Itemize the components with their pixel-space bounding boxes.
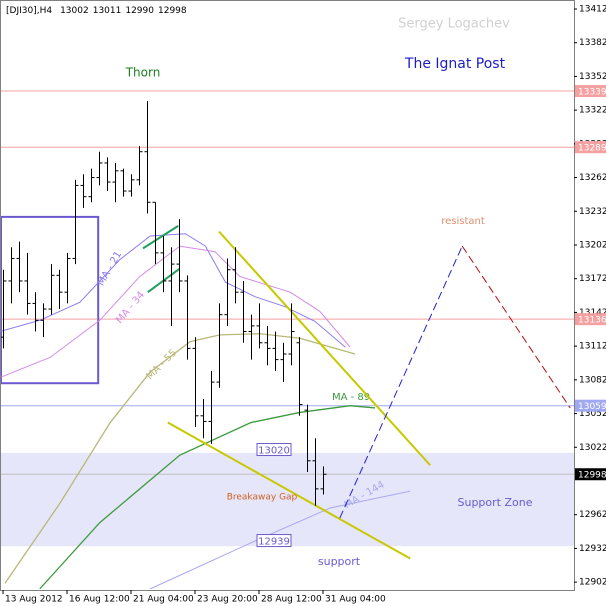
moving-average [0, 245, 351, 379]
header-value: 12990 [125, 6, 154, 16]
moving-average [149, 490, 411, 590]
y-tick-label: 13382 [579, 38, 606, 48]
level-label: 13136 [578, 316, 606, 326]
moving-average [39, 405, 376, 590]
trendline [142, 225, 179, 250]
header-value: 13002 [60, 6, 89, 16]
trendline [461, 245, 571, 409]
price-box [256, 534, 292, 548]
header-value: 12998 [158, 6, 187, 16]
x-tick-label: 28 Aug 12:00 [261, 595, 322, 605]
y-tick-label: 13232 [579, 207, 606, 217]
chart-header: [DJI30],H4 13002 13011 12990 12998 [6, 6, 187, 16]
y-tick-label: 13202 [579, 240, 606, 250]
price-box [256, 443, 292, 457]
price-box-label: 13020 [258, 446, 290, 457]
price-box-label: 12939 [258, 537, 290, 548]
level-label-box [575, 141, 606, 154]
level-label: 13289 [578, 144, 606, 154]
x-tick-label: 21 Aug 04:00 [133, 595, 194, 605]
annotation: Breakaway Gap [227, 493, 298, 503]
annotation: support [318, 555, 361, 568]
current-price-label: 12998 [578, 471, 606, 481]
level-label: 13339 [578, 88, 606, 98]
y-tick-label: 12932 [579, 544, 606, 554]
level-label-box [575, 85, 606, 98]
header-value: 13011 [93, 6, 122, 16]
y-tick-label: 12902 [579, 578, 606, 588]
current-price-box [575, 468, 606, 481]
annotation: Thorn [125, 66, 161, 80]
x-tick-label: 23 Aug 20:00 [197, 595, 258, 605]
y-tick-label: 13352 [579, 72, 606, 82]
support-zone [0, 452, 574, 547]
y-tick-label: 13172 [579, 274, 606, 284]
x-tick-label: 16 Aug 12:00 [69, 595, 130, 605]
y-tick-label: 13022 [579, 443, 606, 453]
x-tick-label: 13 Aug 2012 [5, 595, 63, 605]
level-label: 13059 [578, 402, 606, 412]
frame [0, 0, 575, 591]
y-tick-label: 13262 [579, 173, 606, 183]
y-tick-label: 13412 [579, 4, 606, 14]
annotation: Support Zone [458, 496, 533, 509]
trendline [339, 245, 463, 519]
y-tick-label: 13082 [579, 375, 606, 385]
x-tick-label: 31 Aug 04:00 [325, 595, 386, 605]
moving-average [4, 333, 356, 584]
trendline [218, 230, 431, 466]
y-tick-label: 13142 [579, 308, 606, 318]
annotation: The Ignat Post [404, 56, 506, 72]
y-tick-label: 13112 [579, 342, 606, 352]
y-tick-label: 12962 [579, 510, 606, 520]
trendline [167, 421, 411, 560]
annotation: Sergey Logachev [398, 17, 510, 32]
level-label-box [575, 313, 606, 326]
level-label-box [575, 399, 606, 412]
y-tick-label: 13052 [579, 409, 606, 419]
annotation: resistant [441, 216, 485, 227]
ma-label: MA - 89 [332, 392, 370, 403]
y-tick-label: 13322 [579, 106, 606, 116]
chart-title: [DJI30],H4 [6, 6, 52, 16]
